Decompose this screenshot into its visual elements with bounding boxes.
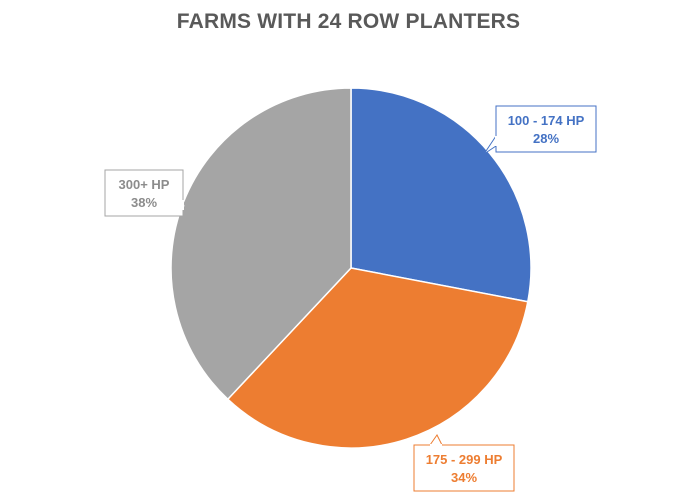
callout-label-1: 175 - 299 HP [426, 452, 503, 467]
chart-title: FARMS WITH 24 ROW PLANTERS [176, 10, 521, 33]
callout-pointer-0 [483, 135, 497, 155]
callout-value-1: 34% [451, 470, 477, 485]
pie-slices [170, 87, 532, 449]
pie-callouts: 100 - 174 HP 28% 175 - 299 HP 34% 300+ HP 38% [104, 105, 597, 492]
callout-label-0: 100 - 174 HP [508, 113, 585, 128]
callout-box-0 [495, 105, 597, 153]
callout-pointer-1 [429, 434, 443, 446]
callout-value-0: 28% [533, 131, 559, 146]
callout-0: 100 - 174 HP 28% [483, 105, 597, 155]
callout-value-2: 38% [131, 195, 157, 210]
callout-box-1 [413, 444, 515, 492]
callout-box-2 [104, 169, 184, 217]
callout-label-2: 300+ HP [119, 177, 170, 192]
pie-slice-0 [350, 87, 532, 303]
callout-1: 175 - 299 HP 34% [413, 434, 515, 492]
pie-slice-1 [226, 267, 529, 449]
callout-2: 300+ HP 38% [104, 169, 186, 217]
